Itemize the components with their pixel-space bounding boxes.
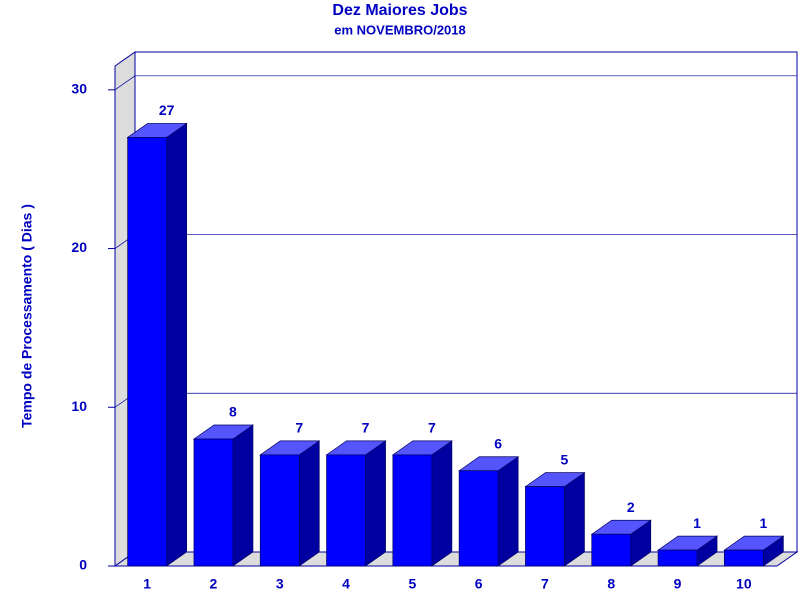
x-tick-label: 6 <box>475 576 483 592</box>
bar <box>392 454 433 567</box>
y-tick-label: 30 <box>71 81 87 97</box>
bar <box>525 486 565 567</box>
value-label: 7 <box>428 420 436 436</box>
bar-side <box>365 440 386 567</box>
y-tick-label: 0 <box>79 557 87 573</box>
bar <box>723 549 764 567</box>
x-tick-label: 5 <box>408 576 416 592</box>
x-tick-label: 8 <box>607 576 615 592</box>
x-tick-label: 3 <box>276 576 284 592</box>
bar <box>259 454 300 567</box>
y-axis-label: Tempo de Processamento ( Dias ) <box>19 204 35 428</box>
grid-line-side <box>114 75 136 91</box>
bar <box>326 454 366 567</box>
value-label: 7 <box>362 420 370 436</box>
value-label: 5 <box>561 451 569 467</box>
bar <box>591 533 632 567</box>
bar <box>127 137 168 567</box>
value-label: 6 <box>494 435 502 451</box>
y-tick-label: 20 <box>71 239 87 255</box>
x-tick-label: 1 <box>143 576 151 592</box>
bar-side <box>298 440 320 567</box>
x-tick-label: 2 <box>210 576 218 592</box>
value-label: 7 <box>295 420 303 436</box>
bar-side <box>497 456 519 567</box>
y-tick-label: 10 <box>71 398 87 414</box>
value-label: 2 <box>627 499 635 515</box>
bar <box>193 438 234 567</box>
bar-side <box>564 471 585 567</box>
bar <box>657 549 698 567</box>
chart-subtitle: em NOVEMBRO/2018 <box>334 22 466 37</box>
value-label: 27 <box>159 102 175 118</box>
value-label: 1 <box>693 515 701 531</box>
x-tick-label: 10 <box>736 576 752 592</box>
chart-title: Dez Maiores Jobs <box>332 2 467 19</box>
bar-side <box>431 440 453 567</box>
value-label: 1 <box>759 515 767 531</box>
bar <box>458 470 499 567</box>
bar-side <box>166 122 187 567</box>
value-label: 8 <box>229 404 237 420</box>
bar-side <box>232 424 254 567</box>
x-tick-label: 4 <box>342 576 350 592</box>
x-tick-label: 9 <box>674 576 682 592</box>
x-tick-label: 7 <box>541 576 549 592</box>
